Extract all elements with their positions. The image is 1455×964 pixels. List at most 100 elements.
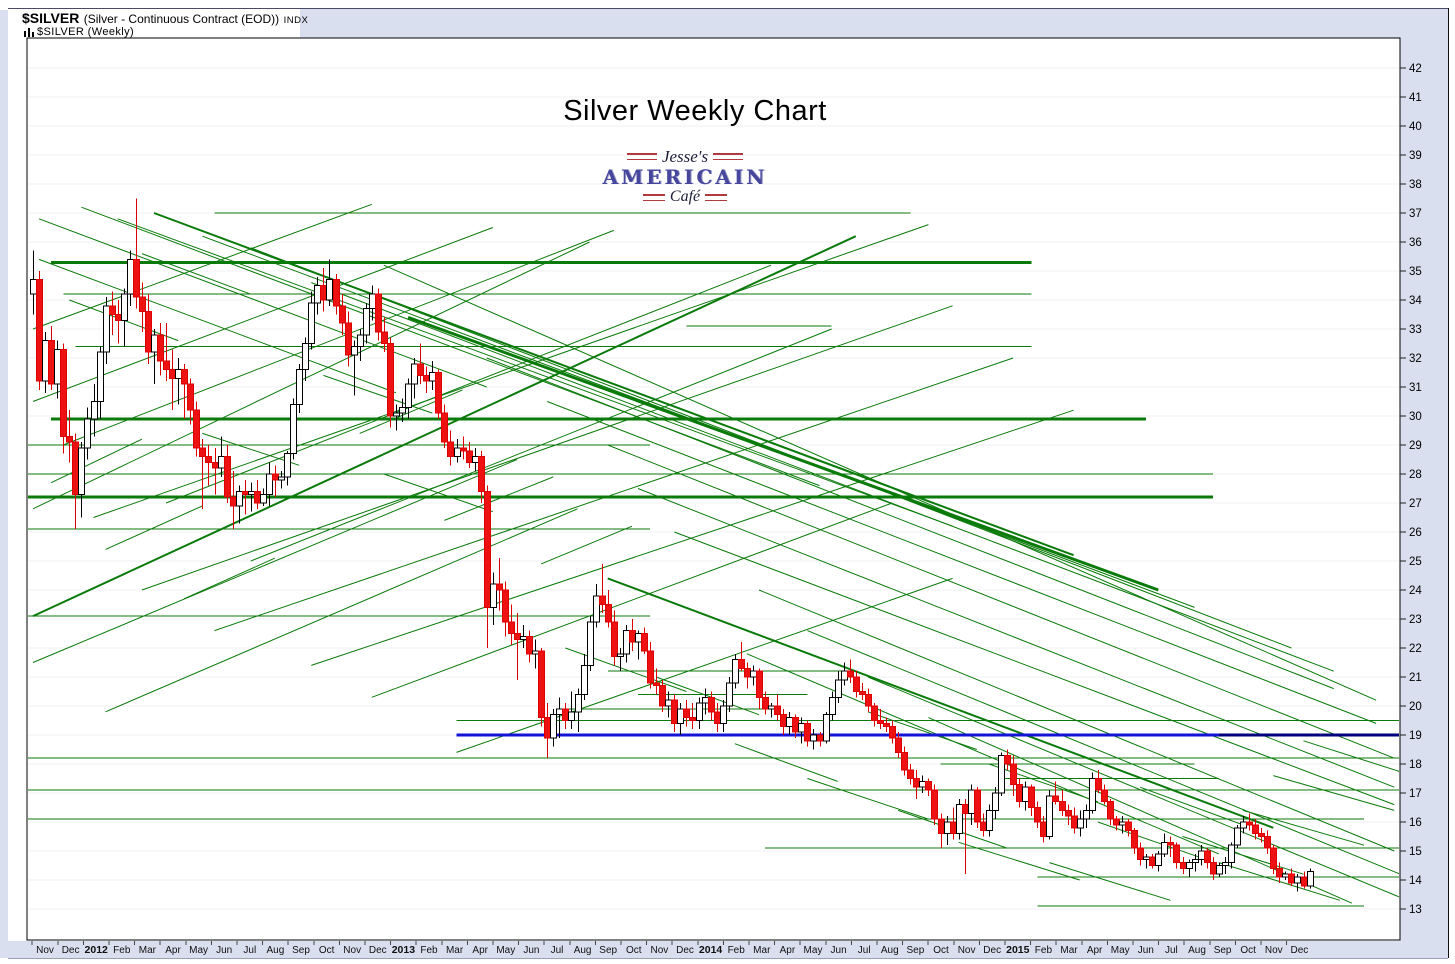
diagonal-trendline xyxy=(807,630,1399,875)
month-label: Sep xyxy=(1214,945,1232,956)
month-label: Nov xyxy=(343,945,361,956)
month-label: Sep xyxy=(907,945,925,956)
price-label: 22 xyxy=(1409,643,1422,655)
candle-up xyxy=(726,682,733,707)
month-label: Jul xyxy=(551,945,564,956)
top-band xyxy=(300,9,1408,38)
candle-up xyxy=(54,348,61,385)
candle-down xyxy=(1034,807,1041,823)
symbol-label: $SILVER xyxy=(22,10,80,26)
diagonal-trendline xyxy=(32,241,590,510)
diagonal-trendline xyxy=(323,374,433,414)
price-label: 29 xyxy=(1409,440,1422,452)
price-label: 40 xyxy=(1409,121,1422,133)
candle-up xyxy=(696,702,703,721)
candle-up xyxy=(411,363,418,385)
candle-up xyxy=(720,705,727,724)
candle-up xyxy=(405,383,412,408)
candle-up xyxy=(151,334,158,353)
month-label: Feb xyxy=(1035,945,1053,956)
candle-down xyxy=(853,676,860,692)
candle-up xyxy=(677,708,684,724)
candle-up xyxy=(635,633,642,643)
candle-up xyxy=(1046,795,1053,838)
price-label: 26 xyxy=(1409,527,1422,539)
candle-down xyxy=(139,296,146,313)
diagonal-trendline xyxy=(383,473,493,513)
candle-up xyxy=(1216,865,1223,875)
candle-down xyxy=(1301,876,1308,887)
logo-bottom-row: Café xyxy=(560,189,810,205)
candle-down xyxy=(1264,836,1271,849)
diagonal-trendline xyxy=(486,357,1334,690)
diagonal-trendline xyxy=(734,743,838,782)
month-label: Feb xyxy=(113,945,131,956)
candle-down xyxy=(611,621,618,658)
candle-down xyxy=(1149,856,1156,866)
candle-up xyxy=(1282,873,1289,878)
candle-down xyxy=(817,734,824,742)
month-label: Jul xyxy=(858,945,871,956)
symbol-description: (Silver - Continuous Contract (EOD)) xyxy=(83,12,280,26)
candle-up xyxy=(308,302,315,344)
logo-wordmark: AMERICAIN xyxy=(602,165,768,189)
price-label: 16 xyxy=(1409,817,1422,829)
price-label: 36 xyxy=(1409,237,1422,249)
candle-up xyxy=(829,696,836,716)
candle-down xyxy=(938,818,945,835)
candle-down xyxy=(447,441,454,458)
logo-top-row: Jesse's xyxy=(560,148,810,165)
month-label: Jul xyxy=(243,945,256,956)
candle-down xyxy=(345,322,352,356)
price-label: 31 xyxy=(1409,382,1422,394)
month-label: Oct xyxy=(933,945,949,956)
candle-down xyxy=(1173,844,1180,864)
diagonal-trendline xyxy=(1273,775,1395,811)
symbol-line: $SILVER (Silver - Continuous Contract (E… xyxy=(22,10,308,28)
month-label: Mar xyxy=(446,945,464,956)
candle-down xyxy=(859,691,866,695)
month-label: Dec xyxy=(676,945,694,956)
candle-down xyxy=(562,708,569,722)
candle-down xyxy=(931,789,938,820)
candle-down xyxy=(1167,841,1174,846)
candle-up xyxy=(236,490,243,507)
price-label: 21 xyxy=(1409,672,1422,684)
month-label: Nov xyxy=(651,945,669,956)
candle-down xyxy=(163,360,170,371)
month-label: Sep xyxy=(599,945,617,956)
candle-up xyxy=(218,456,225,469)
month-label: Dec xyxy=(1291,945,1309,956)
candle-down xyxy=(1040,821,1047,837)
candle-up xyxy=(369,293,376,310)
diagonal-trendline xyxy=(746,653,1219,855)
series-label: $SILVER (Weekly) xyxy=(37,26,135,38)
trendlines xyxy=(28,203,1399,907)
diagonal-trendline xyxy=(541,525,633,565)
month-label: Nov xyxy=(1265,945,1283,956)
candle-up xyxy=(823,714,830,742)
month-label: Mar xyxy=(753,945,771,956)
candle-up xyxy=(351,345,358,356)
candle-up xyxy=(1077,818,1084,829)
candle-up xyxy=(121,293,128,321)
candle-down xyxy=(641,633,648,652)
candle-down xyxy=(708,696,715,713)
candle-down xyxy=(895,737,902,753)
candle-down xyxy=(629,630,636,643)
candle-down xyxy=(1101,789,1108,803)
diagonal-trendline xyxy=(311,409,1074,666)
frame-top-border xyxy=(8,8,1449,9)
candle-down xyxy=(145,311,152,353)
candle-down xyxy=(1028,786,1035,809)
diagonal-trendline xyxy=(383,264,1377,701)
candle-up xyxy=(296,369,303,405)
candle-down xyxy=(66,435,73,443)
candle-up xyxy=(841,670,848,681)
month-label: Feb xyxy=(420,945,438,956)
price-label: 39 xyxy=(1409,150,1422,162)
candlestick-series-icon xyxy=(24,27,34,37)
candle-down xyxy=(1113,818,1120,826)
candle-up xyxy=(1307,870,1314,887)
diagonal-trendline xyxy=(141,305,953,591)
